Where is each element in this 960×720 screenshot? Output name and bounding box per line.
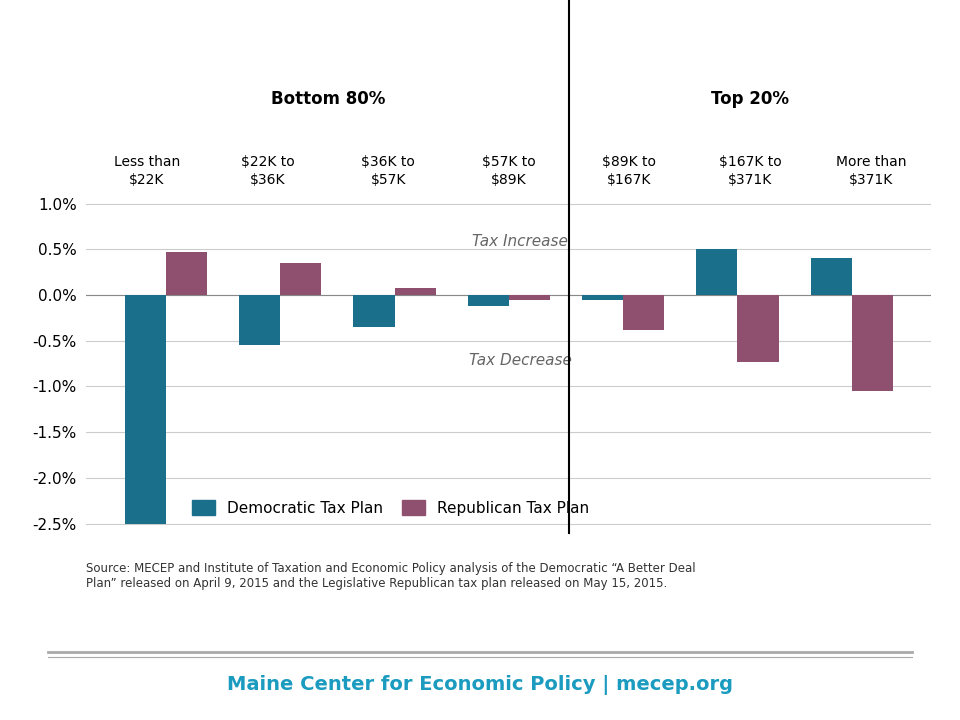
Text: Tax Increase: Tax Increase [472, 235, 568, 249]
Text: $22K to
$36K: $22K to $36K [241, 155, 295, 187]
Bar [395, 288, 436, 295]
Bar [623, 295, 664, 330]
Bar [810, 258, 852, 295]
Bar [280, 263, 322, 295]
Bar [166, 252, 207, 295]
Bar [125, 295, 166, 523]
Text: $36K to
$57K: $36K to $57K [361, 155, 415, 187]
Text: Less than
$22K: Less than $22K [113, 155, 180, 187]
Text: Bottom 80%: Bottom 80% [271, 90, 385, 108]
Text: $89K to
$167K: $89K to $167K [603, 155, 657, 187]
Bar [509, 295, 550, 300]
Text: More than
$371K: More than $371K [835, 155, 906, 187]
Bar [737, 295, 779, 361]
Text: $57K to
$89K: $57K to $89K [482, 155, 536, 187]
Text: Tax Decrease: Tax Decrease [468, 354, 571, 369]
Text: $167K to
$371K: $167K to $371K [719, 155, 781, 187]
Text: Source: MECEP and Institute of Taxation and Economic Policy analysis of the Demo: Source: MECEP and Institute of Taxation … [86, 562, 696, 590]
Bar [582, 295, 623, 300]
Text: Maine Center for Economic Policy | mecep.org: Maine Center for Economic Policy | mecep… [227, 675, 733, 696]
Bar [468, 295, 509, 306]
Bar [852, 295, 893, 391]
Bar [696, 249, 737, 295]
Bar [353, 295, 395, 327]
Text: Top 20%: Top 20% [711, 90, 789, 108]
Legend: Democratic Tax Plan, Republican Tax Plan: Democratic Tax Plan, Republican Tax Plan [186, 494, 595, 522]
Bar [239, 295, 280, 346]
